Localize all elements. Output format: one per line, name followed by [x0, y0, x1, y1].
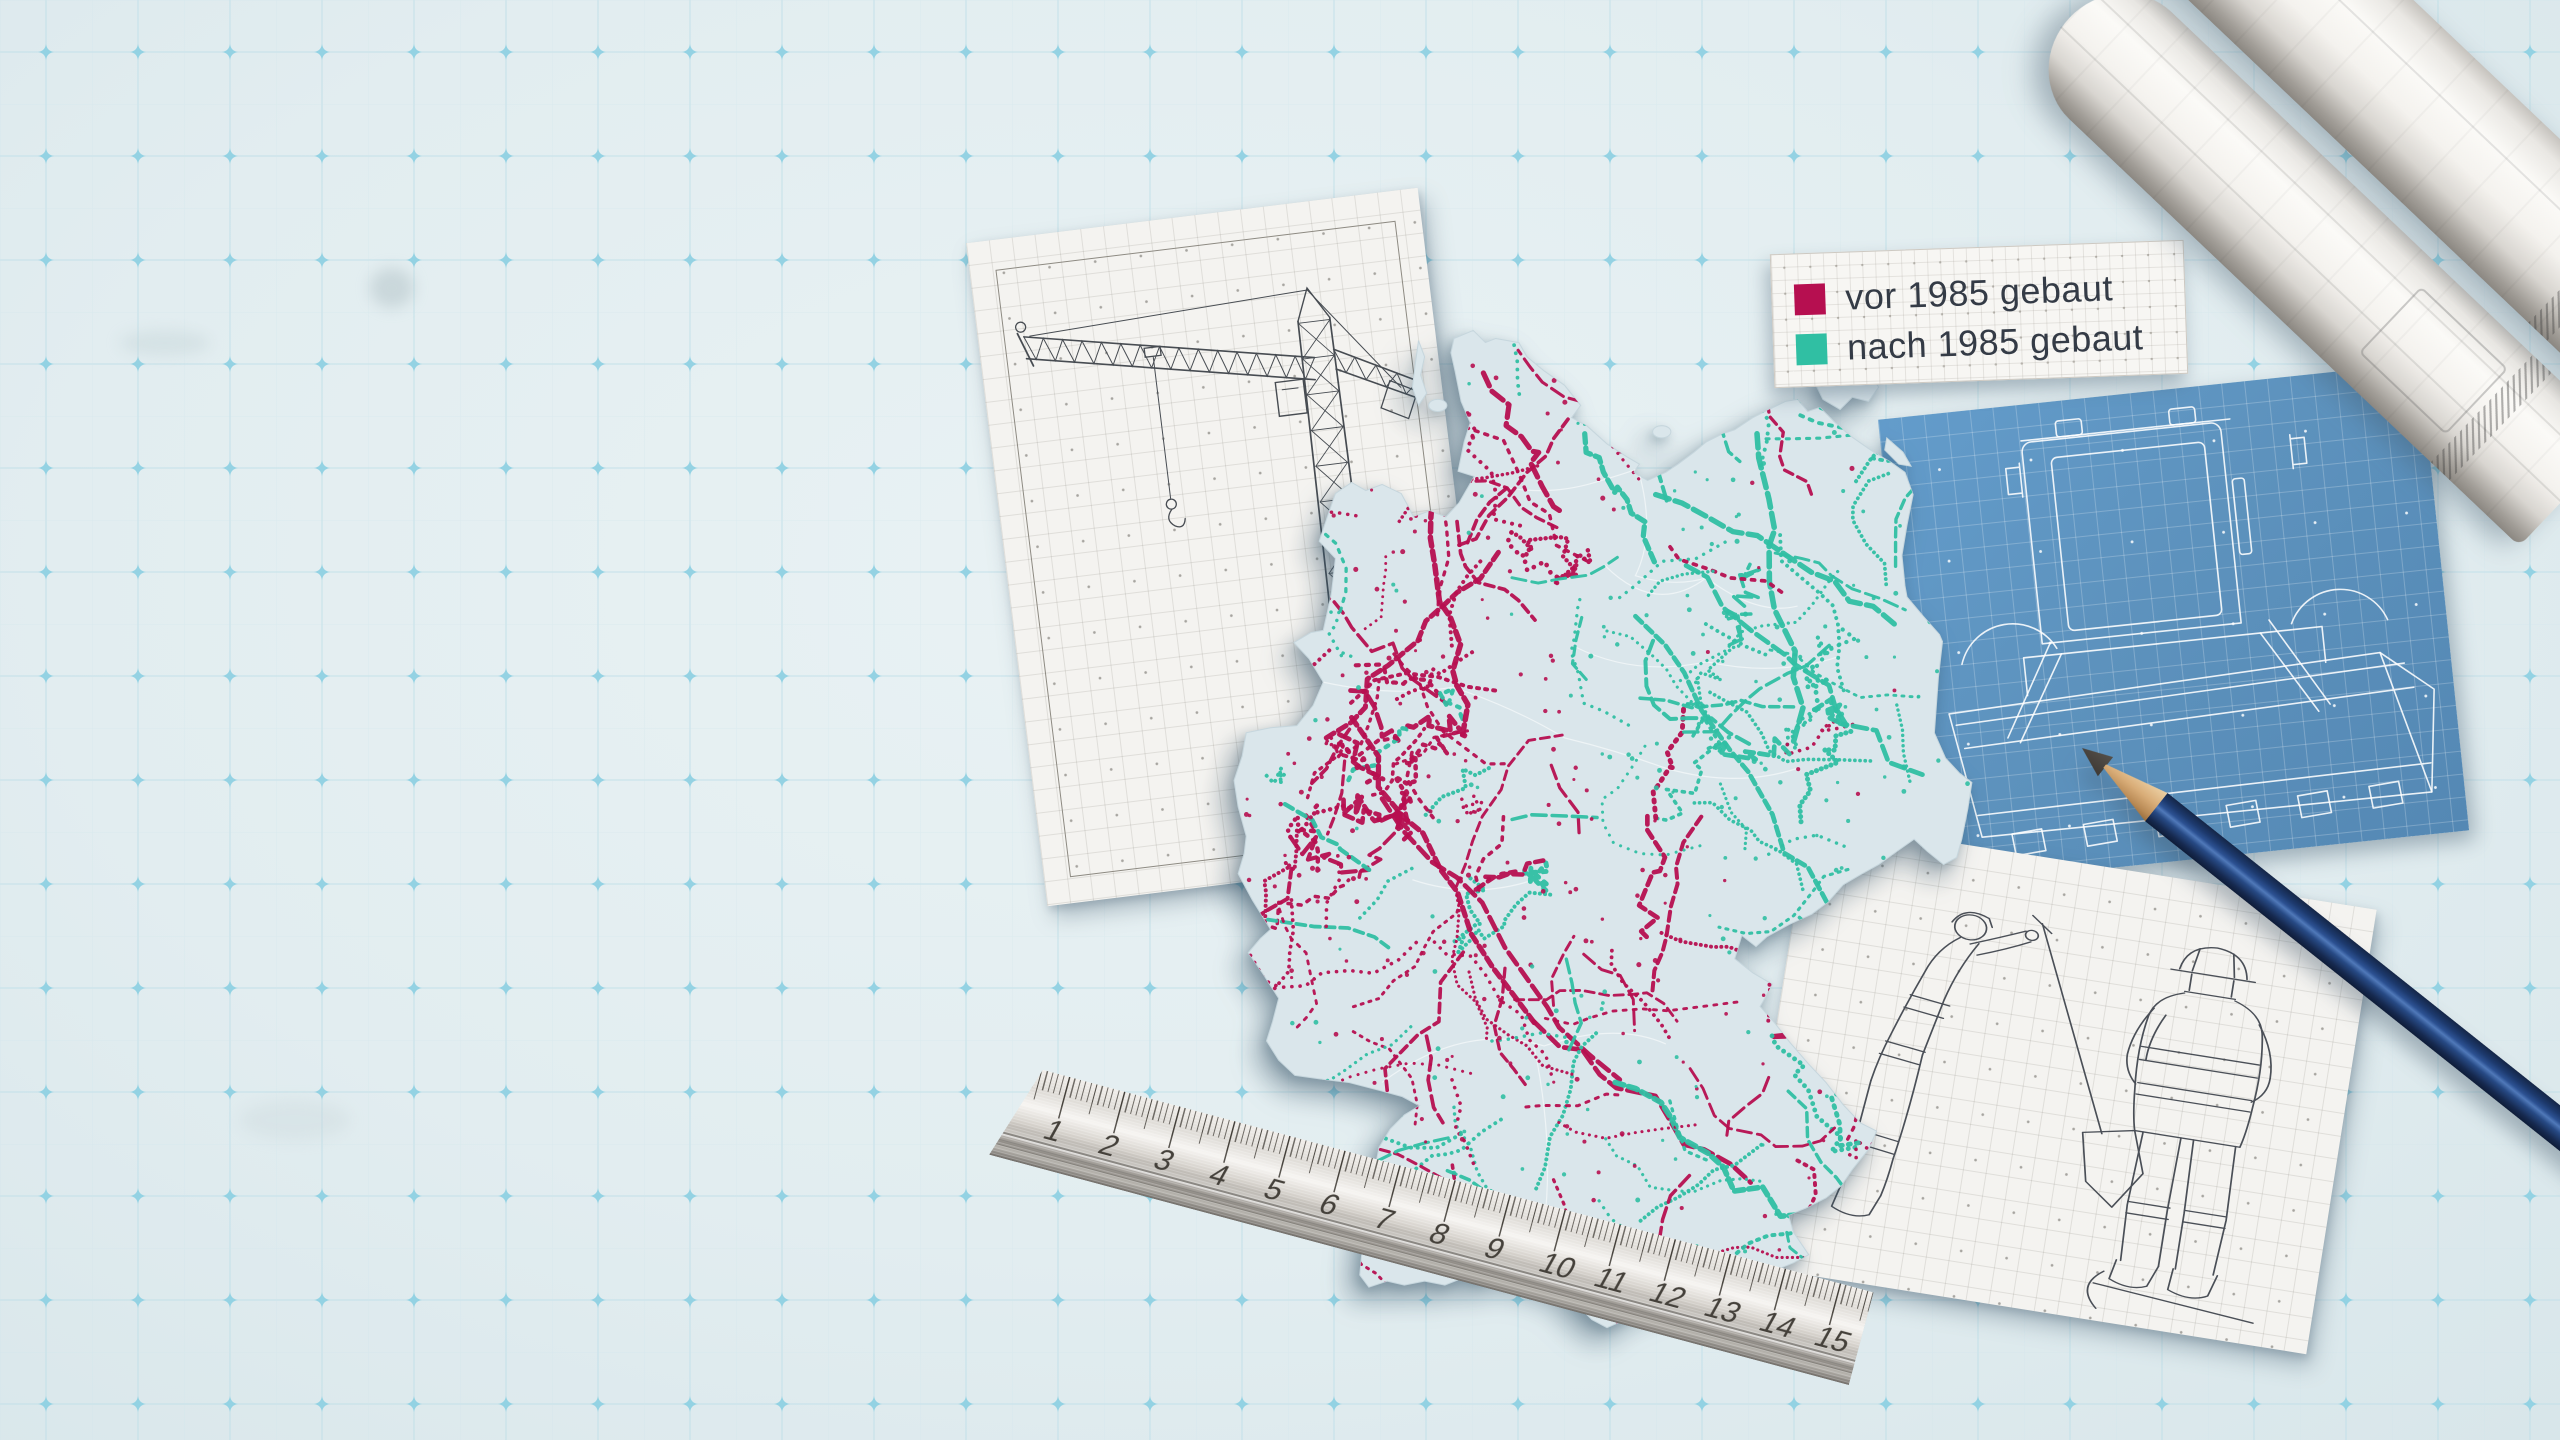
legend-items: vor 1985 gebaut nach 1985 gebaut	[1793, 261, 2187, 375]
blueprint-paper	[1877, 362, 2470, 888]
paper-stain	[370, 268, 414, 308]
bulldozer-illustration	[1948, 406, 2435, 857]
paper-stain	[120, 330, 210, 356]
legend-swatch	[1793, 282, 1826, 315]
legend-card: vor 1985 gebaut nach 1985 gebaut	[1769, 239, 2189, 389]
legend-label: vor 1985 gebaut	[1844, 267, 2114, 318]
legend-swatch	[1795, 332, 1828, 365]
legend-label: nach 1985 gebaut	[1846, 316, 2144, 368]
roll-sketch-band	[2528, 210, 2560, 341]
paper-stain	[240, 1100, 350, 1140]
